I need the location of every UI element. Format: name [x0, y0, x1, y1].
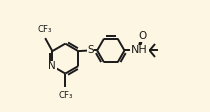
Text: CF₃: CF₃ — [37, 25, 52, 34]
Text: N: N — [49, 61, 56, 71]
Text: O: O — [138, 31, 147, 41]
Text: CF₃: CF₃ — [58, 91, 73, 100]
Text: S: S — [87, 45, 94, 55]
Text: NH: NH — [131, 45, 148, 55]
